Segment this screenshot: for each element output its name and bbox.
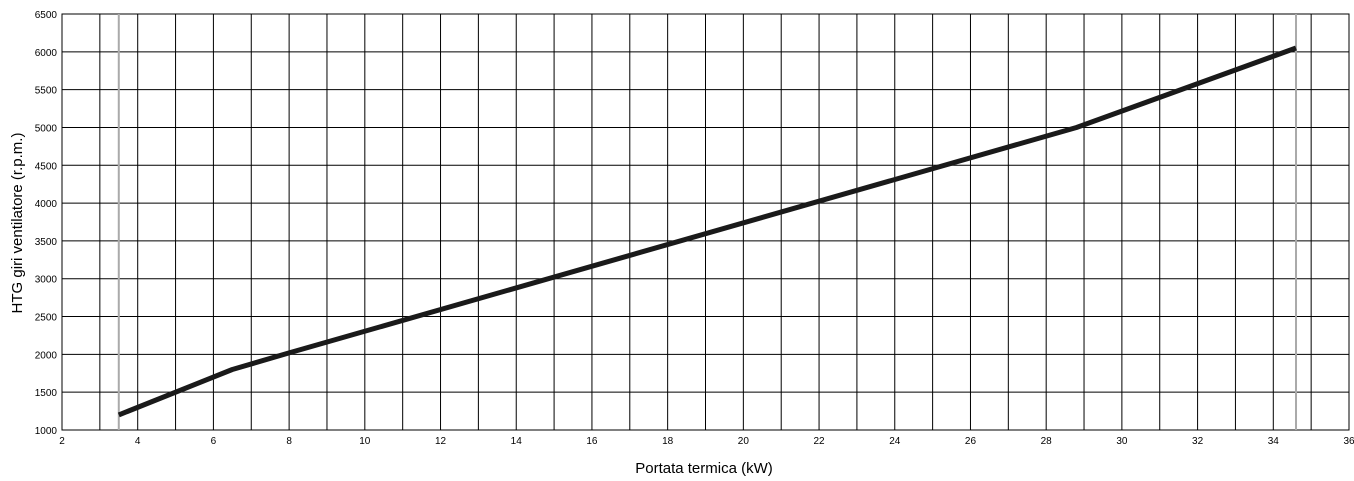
y-tick-labels: 1000 1500 2000 2500 3000 3500 4000 4500 5000 5500… xyxy=(35,10,58,437)
y-tick-label: 1500 xyxy=(35,388,58,399)
x-tick-label: 4 xyxy=(135,436,141,447)
y-tick-label: 6000 xyxy=(35,48,58,59)
x-tick-label: 16 xyxy=(586,436,598,447)
y-tick-label: 5000 xyxy=(35,123,58,134)
x-tick-label: 34 xyxy=(1268,436,1280,447)
grid xyxy=(61,13,1350,431)
y-tick-label: 3500 xyxy=(35,237,58,248)
y-tick-label: 4500 xyxy=(35,161,58,172)
series-line xyxy=(117,45,1297,418)
y-tick-label: 1000 xyxy=(35,426,58,437)
x-tick-label: 26 xyxy=(965,436,977,447)
x-tick-label: 36 xyxy=(1343,436,1354,447)
x-axis-title: Portata termica (kW) xyxy=(635,460,773,477)
x-tick-label: 10 xyxy=(359,436,371,447)
y-tick-label: 3000 xyxy=(35,275,58,286)
y-axis-title: HTG giri ventilatore (r.p.m.) xyxy=(9,133,26,314)
x-tick-label: 30 xyxy=(1116,436,1128,447)
reference-lines xyxy=(117,14,1298,430)
x-tick-label: 6 xyxy=(211,436,217,447)
y-tick-label: 6500 xyxy=(35,10,58,21)
x-tick-labels: 2 4 6 8 10 12 14 16 18 20 22 24 26 28 30 32 34 36 xyxy=(59,436,1354,447)
x-tick-label: 32 xyxy=(1192,436,1204,447)
x-tick-label: 14 xyxy=(511,436,523,447)
plot-frame xyxy=(61,13,1350,431)
y-tick-label: 4000 xyxy=(35,199,58,210)
x-tick-label: 28 xyxy=(1041,436,1053,447)
series-layer xyxy=(117,45,1297,418)
x-tick-label: 18 xyxy=(662,436,674,447)
x-tick-label: 24 xyxy=(889,436,901,447)
x-tick-label: 8 xyxy=(286,436,292,447)
x-tick-label: 2 xyxy=(59,436,65,447)
x-tick-label: 12 xyxy=(435,436,447,447)
x-tick-label: 20 xyxy=(738,436,750,447)
y-tick-label: 5500 xyxy=(35,86,58,97)
y-tick-label: 2000 xyxy=(35,350,58,361)
x-tick-label: 22 xyxy=(813,436,825,447)
y-tick-label: 2500 xyxy=(35,313,58,324)
